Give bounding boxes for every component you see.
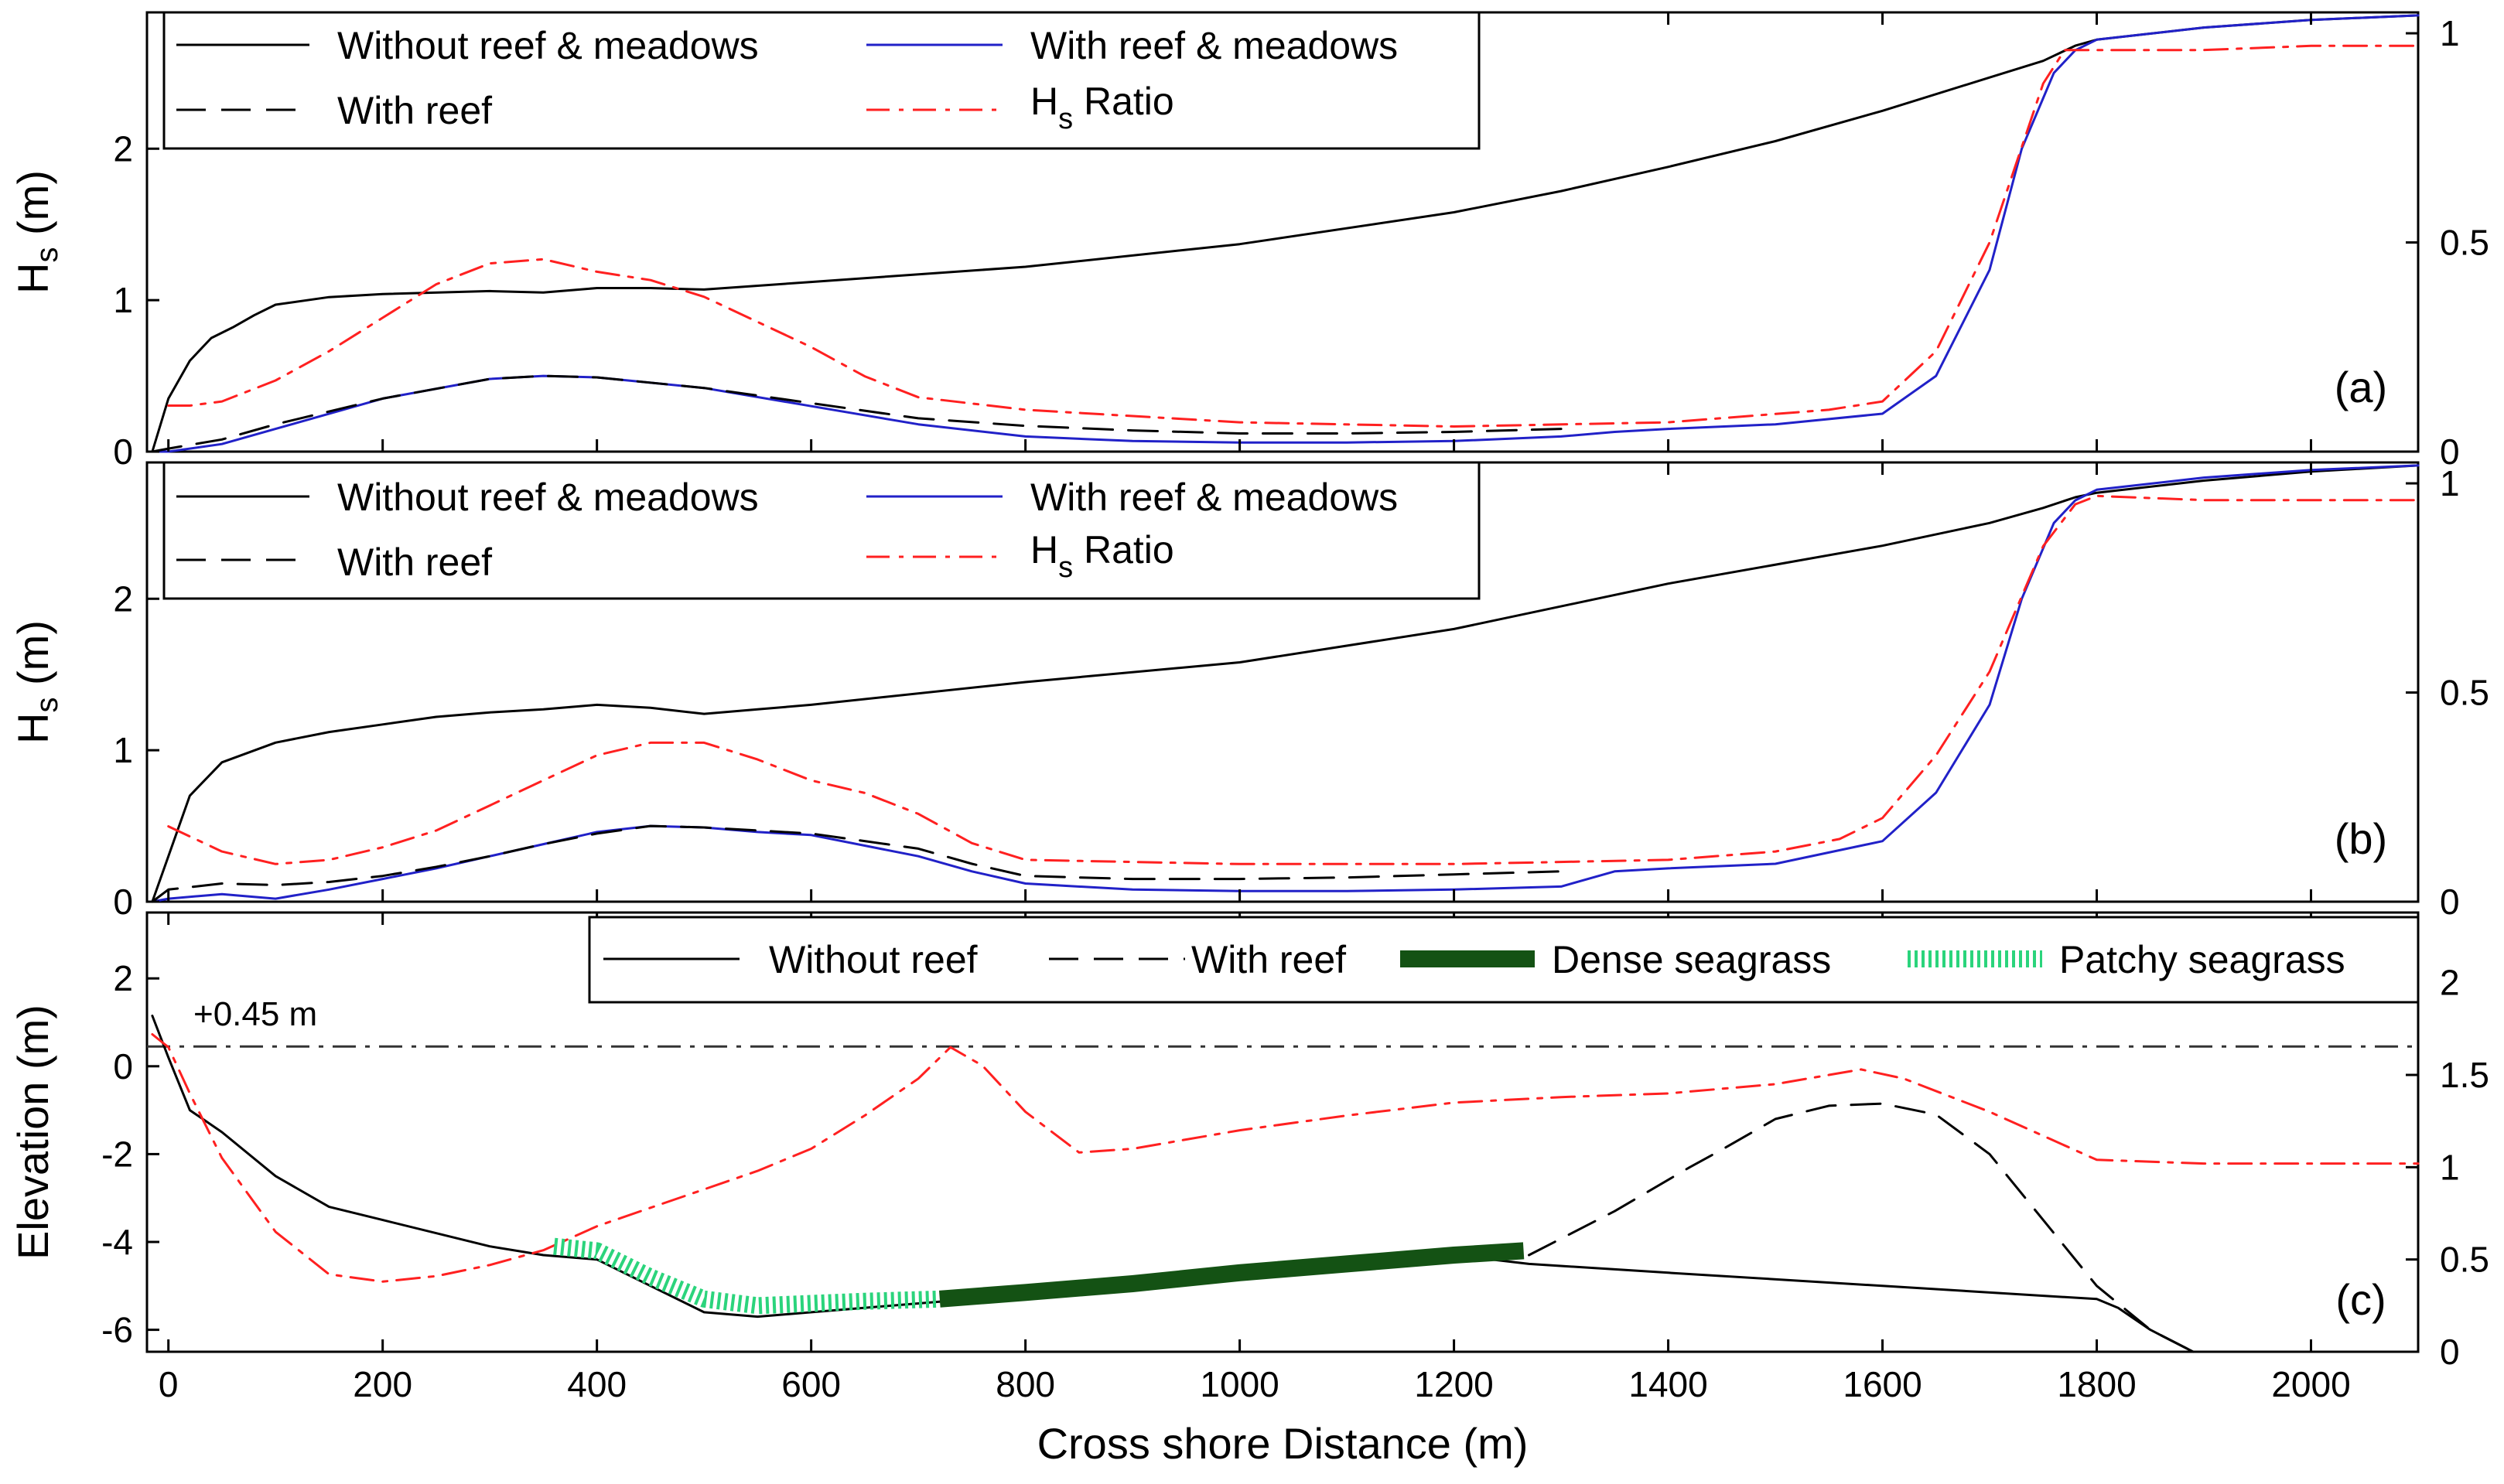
y2-tick-label-b: 0.5 <box>2440 673 2489 713</box>
x-tick-label: 1600 <box>1843 1364 1922 1404</box>
panel-c: 0 200 400 600 800 1000 1200 1400 1600 1800 2000-6-… <box>9 911 2489 1468</box>
panel-c-ylabel: Elevation (m) <box>9 1005 57 1260</box>
x-tick-label: 1800 <box>2057 1364 2136 1404</box>
series-b-with-reef <box>151 824 1563 903</box>
x-tick-label: 800 <box>996 1364 1055 1404</box>
y-tick-label-c: 2 <box>113 958 133 998</box>
y2-tick-label-b: 0 <box>2440 882 2460 922</box>
panel-a-lines <box>151 14 2420 453</box>
series-b-without-reef-meadows <box>151 464 2420 903</box>
panel-c-legend: Without reef With reef Dense seagrass Pa… <box>588 916 2420 1004</box>
y2-tick-label-a: 1 <box>2440 13 2460 53</box>
x-tick-label: 1000 <box>1200 1364 1279 1404</box>
series-a-with-reef <box>151 374 1563 453</box>
panel-b-label: (b) <box>2335 814 2387 863</box>
panel-a-legend-box <box>162 11 1481 150</box>
x-tick-label: 1400 <box>1628 1364 1707 1404</box>
series-a-without-reef-meadows <box>151 14 2420 453</box>
series-c-with-reef <box>1528 1102 2195 1353</box>
legend-a-label-without: Without reef & meadows <box>337 24 759 67</box>
series-a-hs-ratio <box>167 44 2420 428</box>
panel-a-label: (a) <box>2335 363 2387 411</box>
y-tick-label-c: -4 <box>101 1222 133 1262</box>
legend-a-label-reef-meadows: With reef & meadows <box>1030 24 1398 67</box>
y-tick-label-c: -2 <box>101 1134 133 1174</box>
legend-b-label-without: Without reef & meadows <box>337 476 759 519</box>
legend-c-label-dense: Dense seagrass <box>1552 938 1831 981</box>
y2-tick-label-a: 0.5 <box>2440 223 2489 263</box>
y2-tick-label-c: 1.5 <box>2440 1055 2489 1095</box>
x-tick-label: 600 <box>781 1364 841 1404</box>
series-c-without-reef <box>151 1015 2195 1353</box>
y-tick-label-a: 0 <box>113 432 133 472</box>
legend-b-label-reef: With reef <box>337 541 492 584</box>
panel-a-legend: Without reef & meadows With reef & meado… <box>162 11 1481 150</box>
x-axis-label: Cross shore Distance (m) <box>1037 1419 1529 1468</box>
panel-b-legend: Without reef & meadows With reef & meado… <box>162 461 1481 600</box>
y-tick-label-b: 1 <box>113 730 133 770</box>
series-c-dense-seagrass <box>938 1242 1525 1308</box>
y-tick-label-c: 0 <box>113 1046 133 1087</box>
series-b-hs-ratio <box>167 494 2420 865</box>
legend-b-label-ratio: Hs Ratio <box>1030 528 1174 584</box>
y2-tick-label-c: 0 <box>2440 1332 2460 1372</box>
series-c-ratio <box>151 1033 2420 1283</box>
x-tick-label: 0 <box>159 1364 179 1404</box>
panel-a-ylabel: Hs (m) <box>9 170 64 294</box>
y-tick-label-b: 0 <box>113 882 133 922</box>
y2-tick-label-c: 0.5 <box>2440 1240 2489 1280</box>
x-tick-label: 400 <box>567 1364 627 1404</box>
legend-c-label-patchy: Patchy seagrass <box>2059 938 2345 981</box>
legend-c-label-reef: With reef <box>1191 938 1346 981</box>
y2-tick-label-c: 1 <box>2440 1147 2460 1187</box>
x-tick-label: 1200 <box>1414 1364 1493 1404</box>
panel-c-lines <box>147 1015 2420 1353</box>
panel-c-frame <box>145 911 2420 1353</box>
y-tick-label-c: -6 <box>101 1310 133 1350</box>
y-tick-label-a: 2 <box>113 128 133 169</box>
water-level-annotation: +0.45 m <box>193 995 317 1033</box>
y-tick-label-b: 2 <box>113 578 133 619</box>
y-tick-label-a: 1 <box>113 280 133 320</box>
panel-b-lines <box>151 464 2420 903</box>
legend-a-label-ratio: Hs Ratio <box>1030 80 1174 135</box>
panel-c-ticks: 0 200 400 600 800 1000 1200 1400 1600 1800 2000-6-… <box>101 913 2489 1404</box>
panel-b-legend-box <box>162 461 1481 600</box>
panel-a: 0 1 2 0 0.5 1 Hs (m) (a) Without reef & meado… <box>9 11 2489 472</box>
panel-b-ylabel: Hs (m) <box>9 620 64 744</box>
x-tick-label: 200 <box>353 1364 412 1404</box>
panel-b: 0 1 2 0 0.5 1 Hs (m) (b) Without reef & meado… <box>9 461 2489 922</box>
y2-tick-label-c: 2 <box>2440 963 2460 1003</box>
y2-tick-label-b: 1 <box>2440 463 2460 503</box>
legend-c-label-without: Without reef <box>769 938 978 981</box>
y2-tick-label-a: 0 <box>2440 432 2460 472</box>
x-tick-label: 2000 <box>2271 1364 2350 1404</box>
panel-b-ticks: 0 1 2 0 0.5 1 <box>113 462 2489 922</box>
panel-c-label: (c) <box>2335 1275 2386 1324</box>
legend-b-label-reef-meadows: With reef & meadows <box>1030 476 1398 519</box>
legend-a-label-reef: With reef <box>337 89 492 132</box>
